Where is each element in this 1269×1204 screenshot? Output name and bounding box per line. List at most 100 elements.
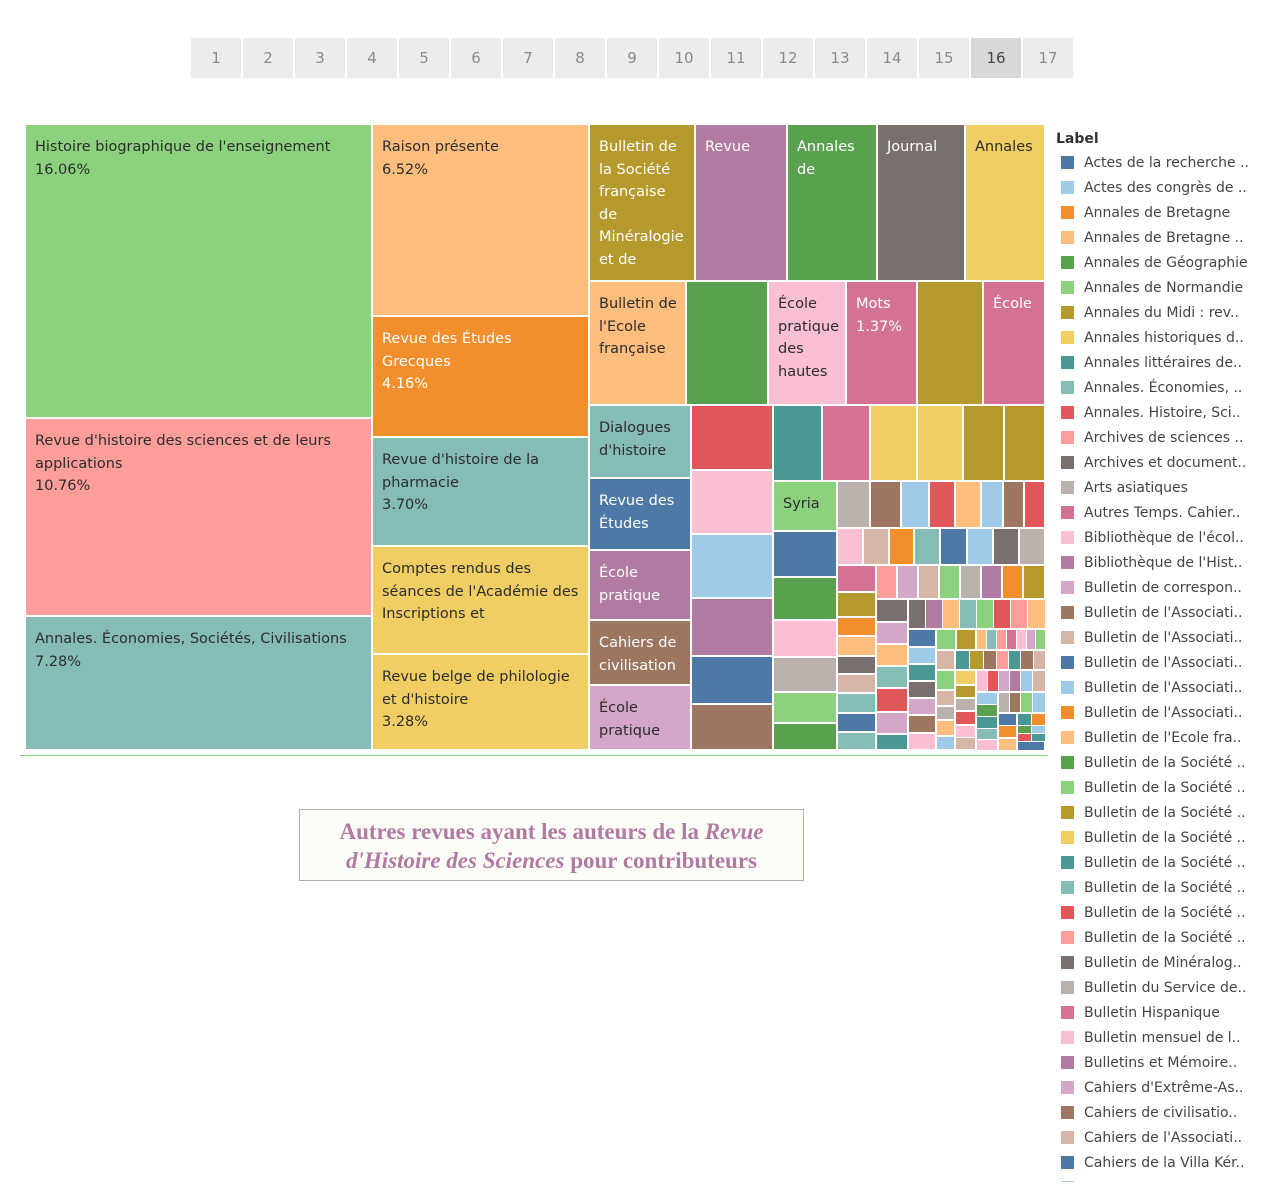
- legend-swatch: [1061, 1106, 1074, 1119]
- legend-item[interactable]: Annales de Bretagne: [1056, 200, 1266, 225]
- page-button-10[interactable]: 10: [659, 38, 709, 78]
- treemap-cell-5: Revue d'histoire de la pharmacie 3.70%: [372, 437, 589, 546]
- legend-swatch: [1061, 206, 1074, 219]
- treemap-cell-value: 3.28%: [382, 714, 429, 730]
- treemap-cell-value: 16.06%: [35, 161, 91, 178]
- legend-swatch: [1061, 1081, 1074, 1094]
- page-button-17[interactable]: 17: [1023, 38, 1073, 78]
- legend-item[interactable]: Cahiers de l'Associati..: [1056, 1125, 1266, 1150]
- legend-swatch: [1061, 681, 1074, 694]
- legend-item[interactable]: Bulletin de la Société ..: [1056, 925, 1266, 950]
- page-button-16[interactable]: 16: [971, 38, 1021, 78]
- page-button-6[interactable]: 6: [451, 38, 501, 78]
- treemap-cell: [773, 692, 837, 723]
- legend-label: Autres Temps. Cahier..: [1084, 504, 1241, 521]
- legend-swatch: [1061, 956, 1074, 969]
- legend-item[interactable]: Bulletin de l'Associati..: [1056, 600, 1266, 625]
- legend-item[interactable]: Bulletin mensuel de l..: [1056, 1025, 1266, 1050]
- page-button-3[interactable]: 3: [295, 38, 345, 78]
- legend-item[interactable]: Bulletin de la Société ..: [1056, 750, 1266, 775]
- legend-item[interactable]: Bulletin de la Société ..: [1056, 900, 1266, 925]
- legend-item[interactable]: Bulletins et Mémoire..: [1056, 1050, 1266, 1075]
- treemap-cell-label: Syria: [783, 496, 820, 512]
- page-button-4[interactable]: 4: [347, 38, 397, 78]
- treemap-cell: [955, 481, 981, 528]
- legend-item[interactable]: Cahiers d'Extrême-As..: [1056, 1075, 1266, 1100]
- treemap-cell-label: Revue des Études Grecques: [382, 331, 512, 370]
- legend-item[interactable]: Cahiers de la Villa Kér..: [1056, 1150, 1266, 1175]
- legend-item[interactable]: Actes des congrès de ..: [1056, 175, 1266, 200]
- legend-label: Bulletin de correspon..: [1084, 579, 1242, 596]
- legend-item[interactable]: Bulletin du Service de..: [1056, 975, 1266, 1000]
- legend-item[interactable]: Annales. Histoire, Sci..: [1056, 400, 1266, 425]
- page-button-5[interactable]: 5: [399, 38, 449, 78]
- legend-item[interactable]: Bulletin de l'Associati..: [1056, 700, 1266, 725]
- treemap-cell: [939, 565, 960, 599]
- treemap-cell: [876, 565, 897, 599]
- page-button-1[interactable]: 1: [191, 38, 241, 78]
- legend-label: Bulletin de l'Associati..: [1084, 704, 1243, 721]
- legend-item[interactable]: Bulletin de Minéralog..: [1056, 950, 1266, 975]
- legend-swatch: [1061, 356, 1074, 369]
- legend-item[interactable]: Autres Temps. Cahier..: [1056, 500, 1266, 525]
- legend-title: Label: [1056, 131, 1099, 147]
- legend-item[interactable]: Annales de Bretagne ..: [1056, 225, 1266, 250]
- page-button-8[interactable]: 8: [555, 38, 605, 78]
- legend-item[interactable]: Bulletin de la Société ..: [1056, 800, 1266, 825]
- legend-item[interactable]: Annales de Normandie: [1056, 275, 1266, 300]
- legend-item[interactable]: Bulletin de l'Ecole fra..: [1056, 725, 1266, 750]
- legend-item[interactable]: Annales de Géographie: [1056, 250, 1266, 275]
- legend-item[interactable]: Annales. Économies, ..: [1056, 375, 1266, 400]
- legend-item[interactable]: Bulletin de l'Associati..: [1056, 625, 1266, 650]
- treemap-cell-15: Mots 1.37%: [846, 281, 917, 405]
- legend-swatch: [1061, 256, 1074, 269]
- legend-item[interactable]: [1056, 1175, 1266, 1182]
- treemap-cell: [876, 644, 908, 666]
- page-button-7[interactable]: 7: [503, 38, 553, 78]
- treemap-cell-19: École pratique: [589, 550, 691, 620]
- page-button-2[interactable]: 2: [243, 38, 293, 78]
- treemap-cell: [936, 629, 956, 650]
- legend-label: Cahiers de la Villa Kér..: [1084, 1154, 1245, 1171]
- legend-item[interactable]: Bulletin de la Société ..: [1056, 775, 1266, 800]
- legend-item[interactable]: Annales du Midi : rev..: [1056, 300, 1266, 325]
- page-button-11[interactable]: 11: [711, 38, 761, 78]
- treemap-cell: [691, 405, 773, 470]
- legend-swatch: [1061, 756, 1074, 769]
- page-button-15[interactable]: 15: [919, 38, 969, 78]
- treemap-cell: [1035, 629, 1045, 650]
- legend-item[interactable]: Bulletin de l'Associati..: [1056, 650, 1266, 675]
- legend-item[interactable]: Bulletin de correspon..: [1056, 575, 1266, 600]
- page-button-9[interactable]: 9: [607, 38, 657, 78]
- page-button-13[interactable]: 13: [815, 38, 865, 78]
- legend-item[interactable]: Bibliothèque de l'écol..: [1056, 525, 1266, 550]
- treemap-cell: [837, 693, 876, 713]
- legend-item[interactable]: Bulletin Hispanique: [1056, 1000, 1266, 1025]
- legend-swatch: [1061, 556, 1074, 569]
- caption-box: Autres revues ayant les auteurs de la Re…: [299, 809, 804, 881]
- legend-item[interactable]: Bulletin de l'Associati..: [1056, 675, 1266, 700]
- treemap-cell-label: Annales de: [797, 139, 855, 178]
- treemap-cell-8: Bulletin de la Société française de Miné…: [589, 124, 695, 281]
- legend-item[interactable]: Bulletin de la Société ..: [1056, 850, 1266, 875]
- legend-item[interactable]: Archives de sciences ..: [1056, 425, 1266, 450]
- treemap-cell: [773, 531, 837, 577]
- legend-item[interactable]: Annales historiques d..: [1056, 325, 1266, 350]
- legend-swatch: [1061, 831, 1074, 844]
- legend-label: Bulletin de la Société ..: [1084, 804, 1246, 821]
- treemap-cell-value: 3.70%: [382, 497, 429, 513]
- treemap-cell-label: École pratique des hautes: [778, 296, 840, 380]
- legend-label: Arts asiatiques: [1084, 479, 1188, 496]
- treemap-cell: [773, 657, 837, 692]
- page-button-14[interactable]: 14: [867, 38, 917, 78]
- legend-item[interactable]: Actes de la recherche ..: [1056, 150, 1266, 175]
- legend-item[interactable]: Arts asiatiques: [1056, 475, 1266, 500]
- legend-item[interactable]: Bibliothèque de l'Hist..: [1056, 550, 1266, 575]
- treemap-cell: [837, 481, 870, 528]
- legend-item[interactable]: Bulletin de la Société ..: [1056, 875, 1266, 900]
- legend-item[interactable]: Annales littéraires de..: [1056, 350, 1266, 375]
- legend-item[interactable]: Archives et document..: [1056, 450, 1266, 475]
- legend-item[interactable]: Cahiers de civilisatio..: [1056, 1100, 1266, 1125]
- legend-item[interactable]: Bulletin de la Société ..: [1056, 825, 1266, 850]
- page-button-12[interactable]: 12: [763, 38, 813, 78]
